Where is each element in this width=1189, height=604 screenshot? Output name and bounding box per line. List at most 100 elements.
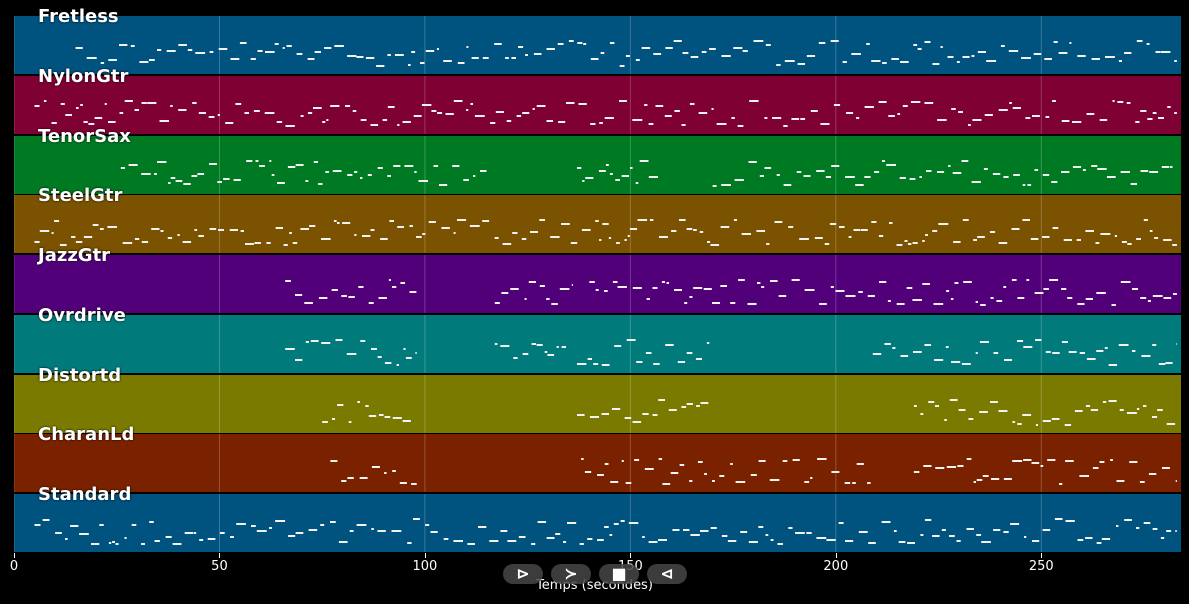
note xyxy=(1106,176,1116,178)
note xyxy=(387,175,391,177)
note xyxy=(265,51,275,53)
note xyxy=(539,219,545,221)
note xyxy=(147,102,157,104)
note xyxy=(966,458,972,460)
note xyxy=(525,54,528,56)
note xyxy=(1099,119,1108,121)
note xyxy=(240,230,244,232)
note xyxy=(986,60,997,62)
note xyxy=(209,228,217,230)
note xyxy=(178,44,187,46)
note xyxy=(944,419,947,421)
note xyxy=(968,418,974,420)
note xyxy=(289,232,292,234)
note xyxy=(614,345,622,347)
note xyxy=(183,183,191,185)
note xyxy=(783,125,788,127)
note xyxy=(749,100,759,102)
note xyxy=(1101,538,1111,540)
note xyxy=(661,281,665,283)
note xyxy=(924,519,932,521)
note xyxy=(770,280,778,282)
note xyxy=(482,220,490,222)
note xyxy=(453,540,463,542)
note xyxy=(796,171,802,173)
note xyxy=(367,174,372,176)
note xyxy=(604,290,608,292)
note xyxy=(674,110,680,112)
note xyxy=(900,61,909,63)
note xyxy=(990,401,998,403)
note xyxy=(738,279,745,281)
note xyxy=(1034,292,1044,294)
note xyxy=(192,102,197,104)
note xyxy=(1161,166,1170,168)
note xyxy=(115,543,119,545)
note xyxy=(601,413,609,415)
note xyxy=(391,530,402,532)
note xyxy=(891,58,899,60)
note xyxy=(347,174,353,176)
note xyxy=(662,483,671,485)
note xyxy=(720,226,730,228)
note xyxy=(91,543,100,545)
note xyxy=(392,286,397,288)
note xyxy=(377,167,383,169)
note xyxy=(733,47,743,49)
note xyxy=(639,160,649,162)
note xyxy=(320,524,325,526)
note xyxy=(356,56,364,58)
track-charanld xyxy=(14,434,1181,492)
back-button[interactable]: ⊲ xyxy=(647,564,687,584)
x-axis-label: Temps (secondes) xyxy=(536,578,653,593)
stop-button[interactable]: ■ xyxy=(599,564,639,584)
note xyxy=(1116,525,1119,527)
note xyxy=(307,112,313,114)
note xyxy=(219,532,225,534)
note xyxy=(292,242,298,244)
note xyxy=(989,231,996,233)
note xyxy=(415,352,417,354)
note xyxy=(1136,408,1140,410)
note xyxy=(154,173,157,175)
note xyxy=(463,179,469,181)
forward-button[interactable]: ≻ xyxy=(551,564,591,584)
note xyxy=(935,405,939,407)
play-button[interactable]: ⊳ xyxy=(503,564,543,584)
note xyxy=(239,42,247,44)
note xyxy=(1012,107,1021,109)
note xyxy=(1100,233,1111,235)
note xyxy=(982,475,989,477)
note xyxy=(1069,42,1072,44)
note xyxy=(758,460,766,462)
note xyxy=(495,111,504,113)
note xyxy=(122,242,133,244)
note xyxy=(1079,352,1085,354)
track-distortd xyxy=(14,375,1181,433)
note xyxy=(686,228,693,230)
x-tick xyxy=(424,553,426,558)
note xyxy=(690,534,700,536)
note xyxy=(634,459,640,461)
note xyxy=(910,101,921,103)
note xyxy=(938,223,949,225)
note xyxy=(642,536,645,538)
note xyxy=(1152,528,1158,530)
note xyxy=(1161,51,1171,53)
note xyxy=(583,43,587,45)
note xyxy=(1052,227,1059,229)
note xyxy=(977,236,985,238)
note xyxy=(636,361,643,363)
note xyxy=(730,302,736,304)
note xyxy=(332,418,335,420)
note xyxy=(829,223,837,225)
note xyxy=(741,233,751,235)
note xyxy=(550,236,560,238)
note xyxy=(853,229,861,231)
note xyxy=(556,346,559,348)
track-jazzgtr xyxy=(14,255,1181,313)
note xyxy=(757,282,761,284)
note xyxy=(513,357,518,359)
note xyxy=(632,421,642,423)
note xyxy=(984,114,993,116)
